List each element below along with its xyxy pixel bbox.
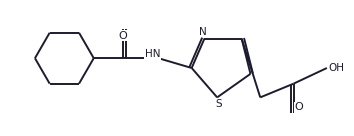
Text: HN: HN [145,49,160,59]
Text: O: O [294,102,303,112]
Text: OH: OH [329,63,345,73]
Text: N: N [199,27,206,37]
Text: S: S [216,99,222,109]
Text: O: O [119,31,127,41]
